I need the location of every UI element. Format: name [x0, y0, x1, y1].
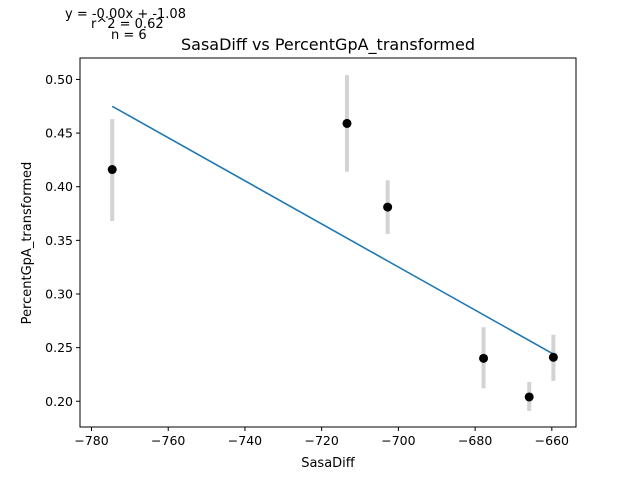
x-tick-label: −700 [381, 433, 415, 448]
y-tick-label: 0.45 [45, 126, 73, 141]
x-tick-label: −780 [74, 433, 108, 448]
fit-line-layer [111, 105, 554, 355]
x-tick-label: −660 [535, 433, 569, 448]
y-axis-ticks: 0.20 0.25 0.30 0.35 0.40 0.45 0.50 [45, 72, 80, 409]
y-tick-label: 0.30 [45, 286, 73, 301]
y-tick-label: 0.40 [45, 179, 73, 194]
x-tick-label: −760 [151, 433, 185, 448]
x-tick-label: −720 [304, 433, 338, 448]
plot-frame [79, 57, 577, 428]
y-tick-label: 0.25 [45, 340, 73, 355]
y-axis-label: PercentGpA_transformed [20, 162, 35, 325]
data-point-4 [479, 353, 489, 363]
data-point-3 [383, 202, 393, 212]
n-annotation: n = 6 [111, 28, 147, 43]
y-tick-label: 0.50 [45, 72, 73, 87]
x-axis-ticks: −780 −760 −740 −720 −700 −680 −660 [74, 427, 569, 448]
chart-title: SasaDiff vs PercentGpA_transformed [181, 35, 475, 55]
y-tick-label: 0.20 [45, 394, 73, 409]
x-tick-label: −680 [458, 433, 492, 448]
r2-annotation: r^2 = 0.62 [91, 17, 164, 32]
x-tick-label: −740 [228, 433, 262, 448]
data-point-1 [107, 165, 117, 175]
y-tick-label: 0.35 [45, 233, 73, 248]
data-point-5 [524, 392, 534, 402]
points-layer [107, 118, 558, 402]
data-point-6 [548, 352, 558, 362]
data-point-2 [342, 118, 352, 128]
x-axis-label: SasaDiff [301, 456, 356, 471]
fit-line [111, 105, 554, 355]
annotation-block: y = -0.00x + -1.08 r^2 = 0.62 n = 6 [65, 7, 186, 43]
equation-annotation: y = -0.00x + -1.08 [65, 7, 186, 22]
